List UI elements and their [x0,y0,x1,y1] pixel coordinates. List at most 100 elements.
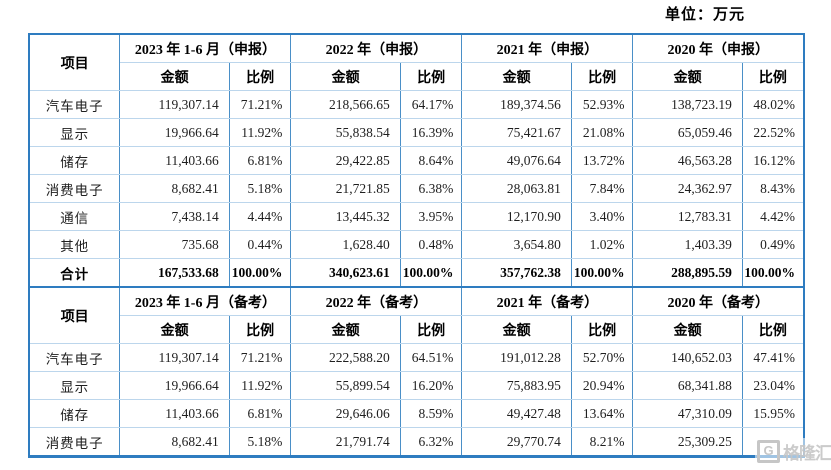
amount-cell: 75,883.95 [461,371,572,400]
row-label: 储存 [28,146,121,175]
ratio-cell: 16.39% [399,118,463,147]
table-row: 消费电子 8,682.41 5.18% 21,721.85 6.38% 28,063.81… [28,174,805,203]
ratio-cell: 16.20% [399,371,463,400]
amount-cell: 11,403.66 [119,399,230,428]
amount-cell: 1,628.40 [290,230,401,259]
amount-cell: 19,966.64 [119,118,230,147]
row-label: 消费电子 [28,427,121,457]
amount-cell: 75,421.67 [461,118,572,147]
amount-column-header: 金额 [461,315,572,344]
amount-cell: 3,654.80 [461,230,572,259]
amount-cell: 29,646.06 [290,399,401,428]
ratio-cell: 4.44% [228,202,292,231]
subheader-row: 金额 比例 金额 比例 金额 比例 金额 比例 [29,62,805,91]
ratio-cell: 100.00% [570,258,634,288]
revenue-breakdown-table: 项目 2023 年 1-6 月（申报） 2022 年（申报） 2021 年（申报） 20… [28,33,805,458]
amount-cell: 55,899.54 [290,371,401,400]
amount-cell: 21,791.74 [290,427,401,457]
ratio-column-header: 比例 [399,315,463,344]
row-label: 储存 [28,399,121,428]
period-header-row: 项目 2023 年 1-6 月（备考） 2022 年（备考） 2021 年（备考） 20… [28,286,805,344]
ratio-cell: 3.95% [399,202,463,231]
ratio-cell: 0.49% [741,230,805,259]
amount-column-header: 金额 [119,62,230,91]
ratio-cell: 64.51% [399,343,463,372]
ratio-cell: 52.93% [570,90,634,119]
period-header: 2023 年 1-6 月（申报） [119,33,292,63]
ratio-cell: 5.18% [228,427,292,457]
ratio-cell: 0.44% [228,230,292,259]
ratio-cell: 11.92% [228,118,292,147]
amount-column-header: 金额 [290,315,401,344]
amount-cell: 340,623.61 [290,258,401,288]
amount-cell: 138,723.19 [632,90,743,119]
period-header: 2023 年 1-6 月（备考） [119,286,292,316]
period-header: 2020 年（备考） [632,286,805,316]
ratio-column-header: 比例 [741,62,805,91]
table-row: 通信 7,438.14 4.44% 13,445.32 3.95% 12,170.90 3.… [28,202,805,231]
ratio-column-header: 比例 [228,315,292,344]
amount-column-header: 金额 [461,62,572,91]
amount-cell: 55,838.54 [290,118,401,147]
row-label: 显示 [28,118,121,147]
ratio-column-header: 比例 [741,315,805,344]
watermark-text: 格隆汇 [783,444,831,463]
amount-cell: 29,770.74 [461,427,572,457]
amount-cell: 46,563.28 [632,146,743,175]
amount-cell: 12,170.90 [461,202,572,231]
amount-cell: 189,374.56 [461,90,572,119]
ratio-cell: 3.40% [570,202,634,231]
amount-cell: 49,427.48 [461,399,572,428]
ratio-cell: 6.38% [399,174,463,203]
table-row: 汽车电子 119,307.14 71.21% 222,588.20 64.51% 191,… [28,343,805,372]
amount-cell: 288,895.59 [632,258,743,288]
amount-cell: 49,076.64 [461,146,572,175]
ratio-cell: 20.94% [570,371,634,400]
row-label: 合计 [28,258,121,288]
amount-cell: 167,533.68 [119,258,230,288]
table-row: 汽车电子 119,307.14 71.21% 218,566.65 64.17% 189,… [28,90,805,119]
row-label: 通信 [28,202,121,231]
ratio-cell: 100.00% [741,258,805,288]
ratio-cell: 47.41% [741,343,805,372]
amount-cell: 357,762.38 [461,258,572,288]
ratio-column-header: 比例 [399,62,463,91]
amount-cell: 12,783.31 [632,202,743,231]
amount-cell: 24,362.97 [632,174,743,203]
table-row: 合计 167,533.68 100.00% 340,623.61 100.00% 357,… [28,258,805,288]
amount-cell: 119,307.14 [119,90,230,119]
item-column-header: 项目 [28,33,121,91]
amount-cell: 8,682.41 [119,427,230,457]
gelonghui-g-icon: G [757,440,780,463]
row-label: 消费电子 [28,174,121,203]
amount-cell: 191,012.28 [461,343,572,372]
table-row: 储存 11,403.66 6.81% 29,422.85 8.64% 49,076.64 1… [28,146,805,175]
item-column-header: 项目 [28,286,121,344]
table-row: 消费电子 8,682.41 5.18% 21,791.74 6.32% 29,770.74… [28,427,805,457]
period-header: 2021 年（备考） [461,286,634,316]
ratio-cell: 100.00% [228,258,292,288]
ratio-column-header: 比例 [228,62,292,91]
ratio-cell: 4.42% [741,202,805,231]
ratio-cell: 11.92% [228,371,292,400]
period-header: 2020 年（申报） [632,33,805,63]
ratio-cell: 64.17% [399,90,463,119]
amount-cell: 222,588.20 [290,343,401,372]
ratio-cell: 8.64% [399,146,463,175]
ratio-cell: 13.72% [570,146,634,175]
table-row: 显示 19,966.64 11.92% 55,899.54 16.20% 75,883.9… [28,371,805,400]
unit-label: 单位：万元 [664,7,745,23]
ratio-cell: 8.43% [741,174,805,203]
amount-cell: 735.68 [119,230,230,259]
amount-cell: 29,422.85 [290,146,401,175]
ratio-cell: 21.08% [570,118,634,147]
ratio-cell: 13.64% [570,399,634,428]
table-row: 其他 735.68 0.44% 1,628.40 0.48% 3,654.80 1.02% 1… [28,230,805,259]
subheader-row: 金额 比例 金额 比例 金额 比例 金额 比例 [29,315,805,344]
amount-column-header: 金额 [119,315,230,344]
amount-cell: 1,403.39 [632,230,743,259]
ratio-cell: 8.21% [570,427,634,457]
period-header: 2022 年（备考） [290,286,463,316]
amount-cell: 218,566.65 [290,90,401,119]
period-header-row: 项目 2023 年 1-6 月（申报） 2022 年（申报） 2021 年（申报） 20… [28,33,805,91]
